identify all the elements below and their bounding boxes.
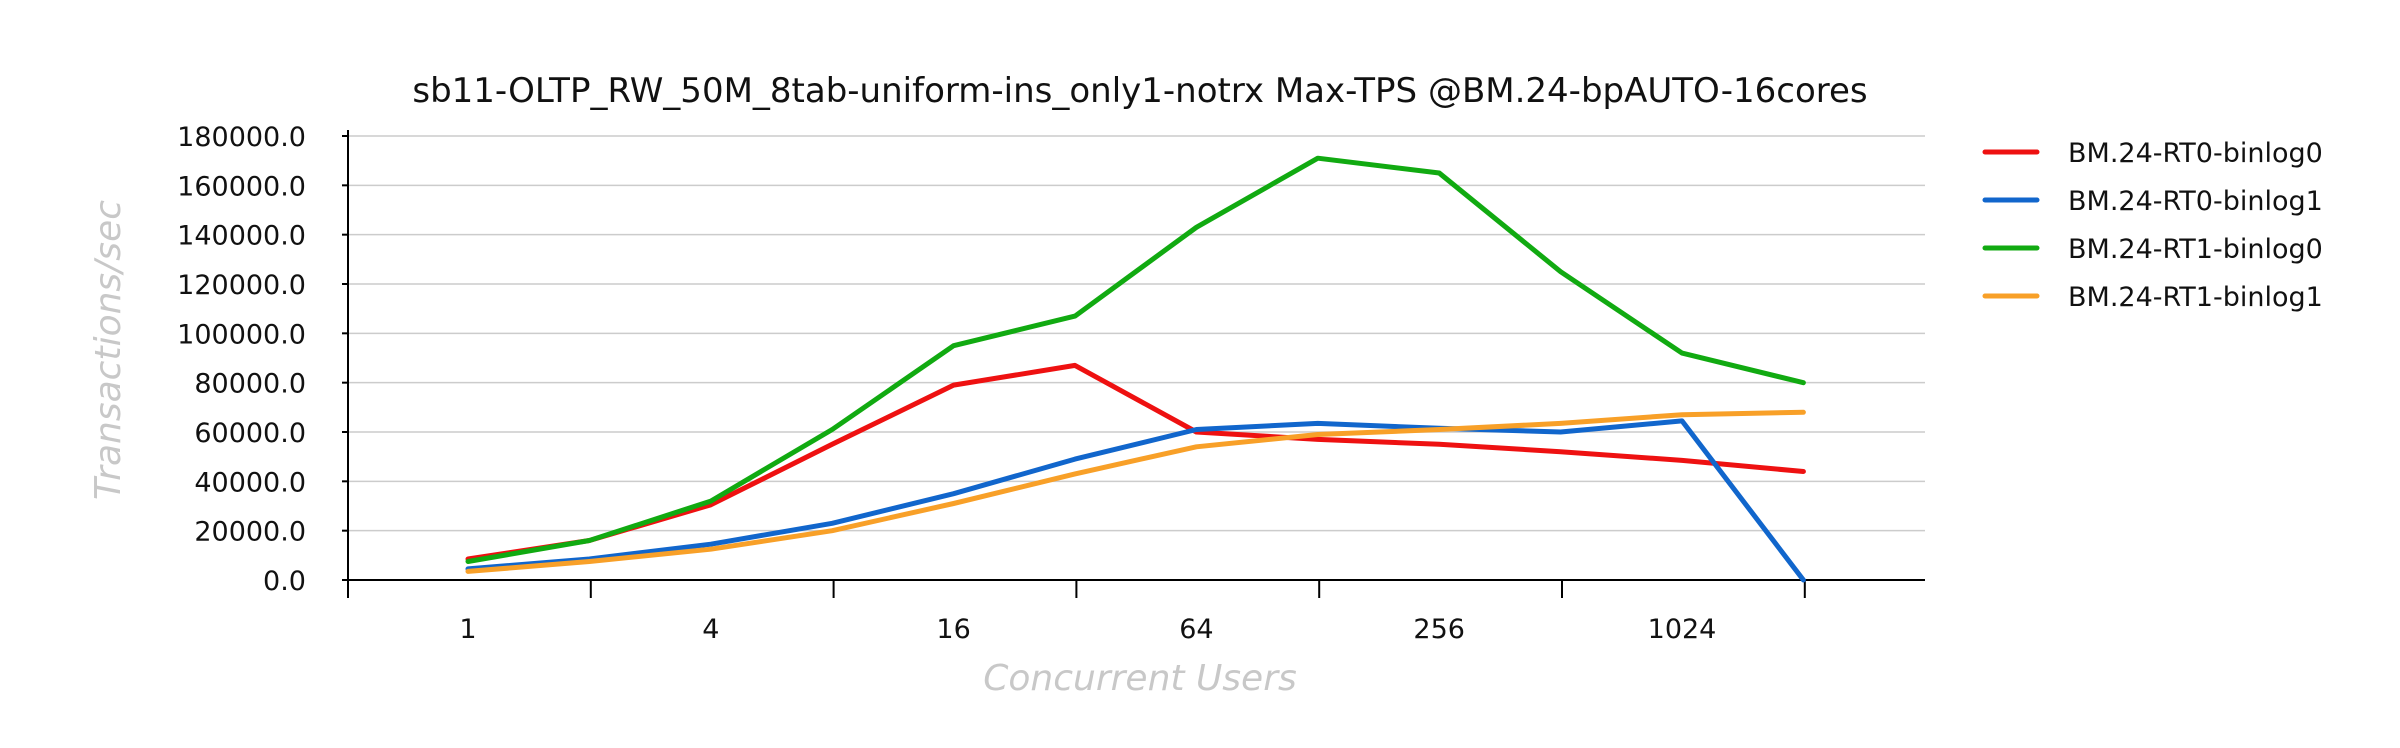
x-tick-label: 4 <box>702 614 719 645</box>
x-tick-label: 1024 <box>1648 614 1717 645</box>
y-tick-label: 100000.0 <box>177 319 306 350</box>
y-tick-label: 80000.0 <box>194 369 306 400</box>
legend-item: BM.24-RT1-binlog0 <box>1982 234 2323 265</box>
series-line-BM.24-RT1-binlog1 <box>465 409 1806 574</box>
y-tick-label: 120000.0 <box>177 270 306 301</box>
x-tick-labels: 1 4 16 64 256 1024 <box>347 580 1806 645</box>
y-tick-label: 20000.0 <box>194 517 306 548</box>
y-tick-label: 140000.0 <box>177 221 306 252</box>
x-tick-label: 64 <box>1179 614 1213 645</box>
series-line-BM.24-RT0-binlog0 <box>465 362 1806 562</box>
y-axis-label: Transactions/sec <box>88 200 129 500</box>
y-tick-label: 0.0 <box>263 566 306 597</box>
legend-label: BM.24-RT1-binlog1 <box>2068 282 2323 313</box>
legend-item: BM.24-RT0-binlog0 <box>1982 138 2323 169</box>
y-tick-label: 160000.0 <box>177 171 306 202</box>
series-line-BM.24-RT1-binlog0 <box>465 155 1806 564</box>
series-line-BM.24-RT0-binlog1 <box>465 418 1806 583</box>
legend-label: BM.24-RT1-binlog0 <box>2068 234 2323 265</box>
series-lines <box>465 155 1806 583</box>
y-tick-label: 40000.0 <box>194 467 306 498</box>
x-axis-label: Concurrent Users <box>983 658 1297 699</box>
legend-label: BM.24-RT0-binlog1 <box>2068 186 2323 217</box>
x-tick-label: 16 <box>936 614 970 645</box>
x-tick-label: 256 <box>1413 614 1465 645</box>
y-tick-labels: 0.0 20000.0 40000.0 60000.0 80000.0 100000.0 1… <box>177 122 348 597</box>
y-tick-label: 180000.0 <box>177 122 306 153</box>
legend-item: BM.24-RT0-binlog1 <box>1982 186 2323 217</box>
legend: BM.24-RT0-binlog0 BM.24-RT0-binlog1 BM.24-… <box>1982 138 2323 313</box>
y-tick-label: 60000.0 <box>194 418 306 449</box>
chart-title: sb11-OLTP_RW_50M_8tab-uniform-ins_only1-… <box>412 71 1867 111</box>
grid-lines <box>348 135 1925 532</box>
axes <box>347 130 1925 581</box>
legend-label: BM.24-RT0-binlog0 <box>2068 138 2323 169</box>
legend-item: BM.24-RT1-binlog1 <box>1982 282 2323 313</box>
x-tick-label: 1 <box>459 614 476 645</box>
